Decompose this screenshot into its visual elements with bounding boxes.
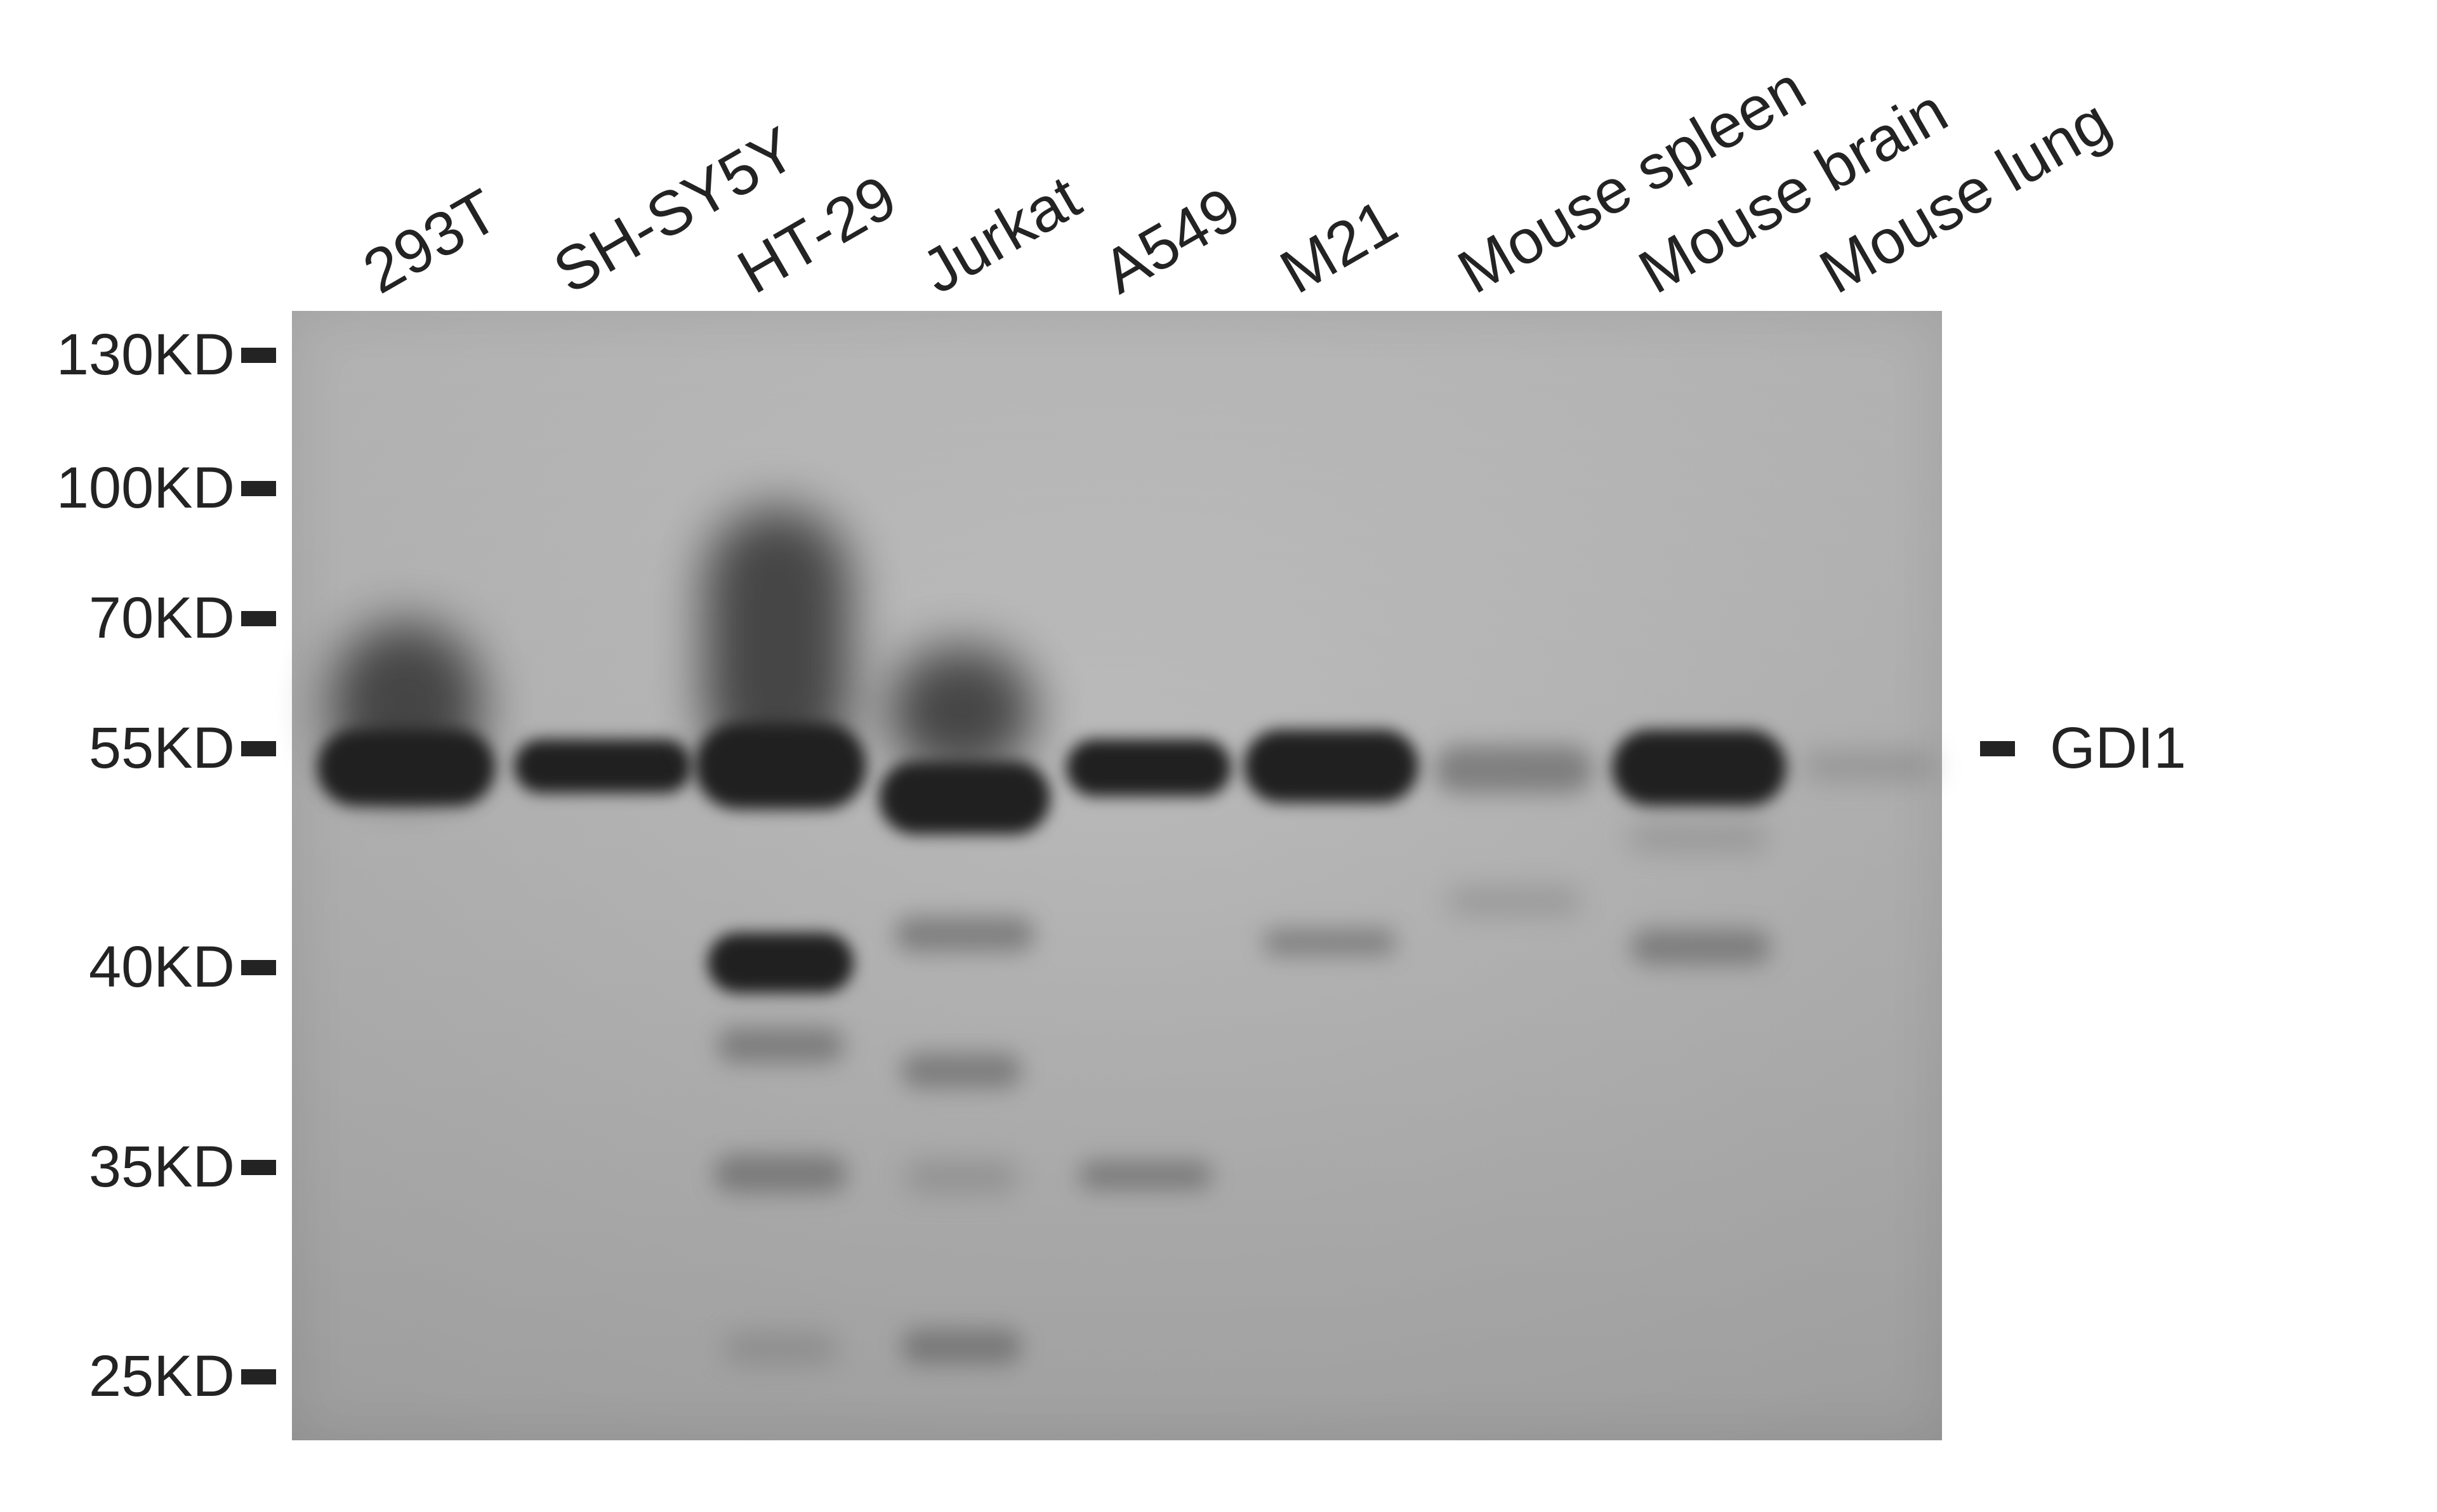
western-blot-figure: 130KD100KD70KD55KD40KD35KD25KD 293TSH-SY… bbox=[0, 0, 2437, 1512]
blot-band bbox=[901, 1329, 1022, 1364]
target-band-tick bbox=[1980, 741, 2015, 756]
mw-tick bbox=[241, 611, 276, 626]
mw-label: 130KD bbox=[56, 322, 235, 388]
lane-label: 293T bbox=[352, 174, 510, 308]
blot-band bbox=[1263, 930, 1396, 955]
mw-tick bbox=[241, 741, 276, 756]
blot-band bbox=[904, 1161, 1019, 1193]
blot-band bbox=[514, 739, 692, 793]
lane-label: M21 bbox=[1269, 185, 1410, 308]
blot-band bbox=[723, 1332, 838, 1364]
blot-band bbox=[1079, 1161, 1212, 1190]
mw-tick bbox=[241, 1160, 276, 1175]
blot-band bbox=[708, 933, 854, 993]
blot-band bbox=[1434, 746, 1593, 793]
blot-band bbox=[317, 730, 495, 806]
mw-tick bbox=[241, 1369, 276, 1384]
mw-tick bbox=[241, 960, 276, 975]
blot-band bbox=[1244, 730, 1418, 803]
blot-band bbox=[1447, 888, 1580, 914]
blot-band bbox=[1802, 752, 1936, 780]
blot-band bbox=[895, 917, 1034, 952]
blot-band bbox=[888, 647, 1034, 774]
lane-label: A549 bbox=[1091, 173, 1253, 308]
mw-label: 70KD bbox=[89, 585, 235, 652]
blot-band bbox=[901, 1053, 1022, 1088]
blot-band bbox=[879, 761, 1050, 834]
blot-band bbox=[1066, 739, 1231, 796]
mw-label: 40KD bbox=[89, 934, 235, 1001]
mw-label: 55KD bbox=[89, 715, 235, 782]
mw-label: 25KD bbox=[89, 1343, 235, 1410]
blot-band bbox=[695, 723, 866, 809]
lane-label: Jurkat bbox=[910, 161, 1093, 308]
blot-band bbox=[1628, 825, 1767, 850]
mw-tick bbox=[241, 481, 276, 496]
mw-label: 35KD bbox=[89, 1134, 235, 1200]
mw-label: 100KD bbox=[56, 455, 235, 522]
mw-tick bbox=[241, 348, 276, 363]
blot-membrane-area bbox=[292, 311, 1942, 1440]
blot-band bbox=[1612, 730, 1786, 806]
blot-band bbox=[714, 1155, 847, 1193]
target-band-label: GDI1 bbox=[2050, 715, 2186, 782]
blot-band bbox=[717, 1028, 844, 1063]
blot-band bbox=[1631, 930, 1771, 964]
